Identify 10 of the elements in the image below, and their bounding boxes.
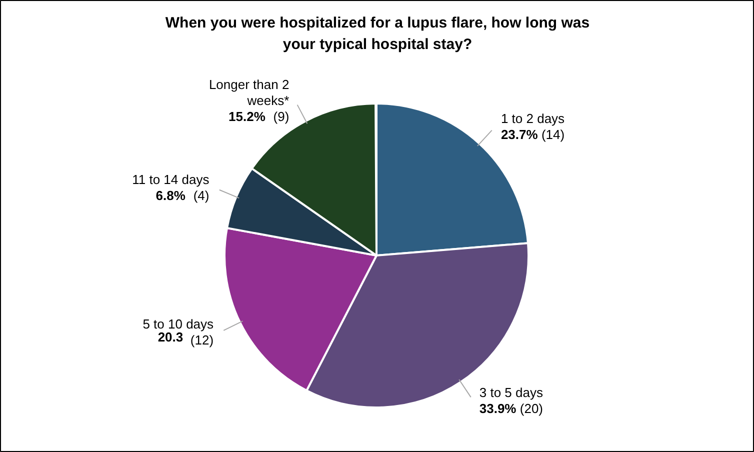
slice-label: 5 to 10 days bbox=[142, 316, 214, 332]
data-label: 6.8% (4) bbox=[156, 188, 210, 204]
data-label: 33.9% (20) bbox=[479, 400, 544, 416]
slice-label: 3 to 5 days bbox=[479, 384, 544, 400]
data-label: 23.7% (14) bbox=[500, 126, 565, 142]
slice-label: 11 to 14 days bbox=[132, 172, 210, 188]
slice-label: Longer than 2 weeks* bbox=[208, 76, 290, 108]
data-label: 15.2% (9) bbox=[228, 108, 290, 124]
slice-label: 1 to 2 days bbox=[500, 110, 566, 126]
chart-title: When you were hospitalized for a lupus flare, how long was your typical hospital stay? bbox=[165, 14, 590, 53]
